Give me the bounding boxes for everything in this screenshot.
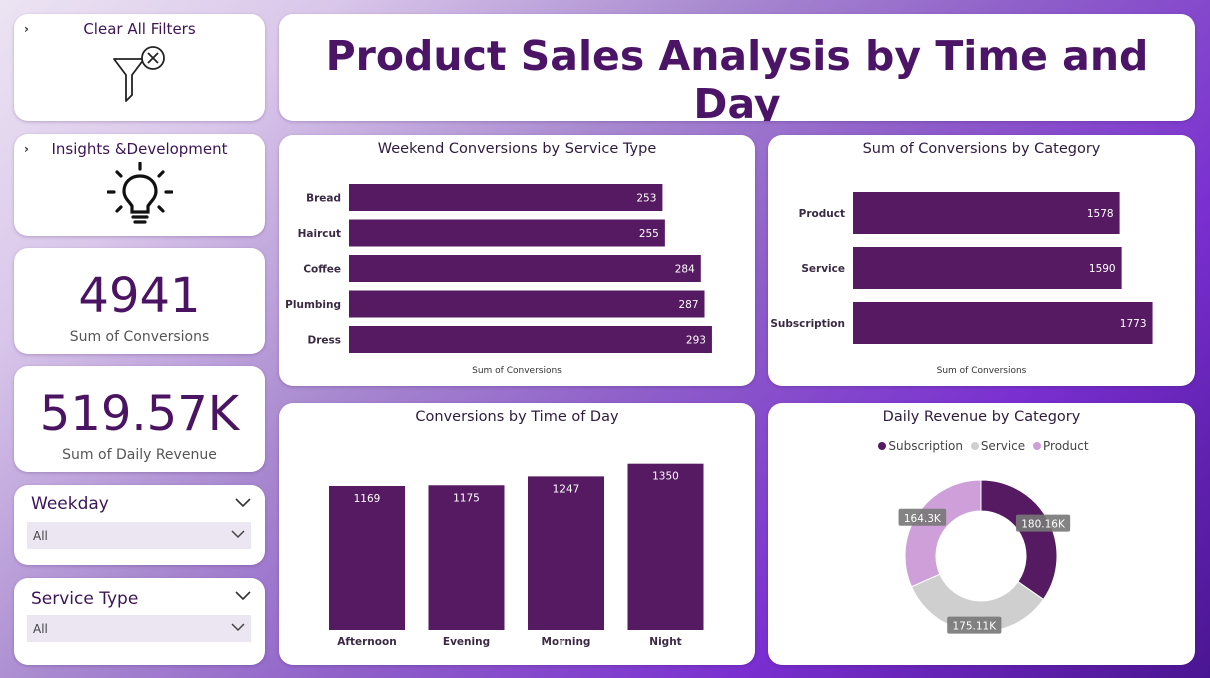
y-tick-label: Haircut <box>298 228 341 240</box>
bar <box>349 326 712 353</box>
chart-title: Sum of Conversions by Category <box>862 141 1101 157</box>
bar <box>428 485 505 630</box>
bar <box>853 302 1153 344</box>
chart-title: Daily Revenue by Category <box>882 409 1081 425</box>
weekday-dropdown[interactable]: All <box>27 522 251 549</box>
y-tick-label: Coffee <box>303 264 341 276</box>
data-label: 1175 <box>453 492 480 504</box>
legend-item-service[interactable]: Service <box>980 439 1026 453</box>
data-label: 1169 <box>354 493 381 505</box>
bar <box>349 290 705 318</box>
data-label: 287 <box>678 299 698 311</box>
data-label: 164.3K <box>904 513 942 525</box>
page-title: Product Sales Analysis by Time and Day <box>325 32 1149 121</box>
weekday-selected-value: All <box>33 529 48 543</box>
x-tick-label: Morning <box>542 636 591 648</box>
chevron-down-icon <box>231 623 245 632</box>
revenue-donut-chart: 180.16K 175.11K 164.3K <box>898 479 1071 634</box>
chevron-down-icon[interactable] <box>235 591 251 601</box>
data-label: 293 <box>686 335 706 347</box>
x-axis-label: Sum of Conversions <box>936 366 1027 376</box>
chevron-right-icon: › <box>24 142 29 156</box>
legend-swatch-product <box>1033 442 1041 450</box>
x-tick-label: Evening <box>443 636 490 648</box>
chevron-down-icon[interactable] <box>235 498 251 508</box>
chart-title: Weekend Conversions by Service Type <box>377 141 657 157</box>
time-of-day-column-chart: 1169 Afternoon 1175 Evening 1247 Morning 1350 N… <box>329 463 704 648</box>
kpi-revenue-value: 519.57K <box>39 386 240 442</box>
y-tick-label: Dress <box>307 335 341 347</box>
data-label: 1590 <box>1089 263 1116 275</box>
bar <box>853 247 1122 289</box>
y-tick-label: Plumbing <box>285 299 341 311</box>
legend-item-subscription[interactable]: Subscription <box>888 439 963 453</box>
time-of-day-chart-card: Conversions by Time of Day 1169 Afternoon… <box>279 403 755 665</box>
donut-slice-subscription <box>980 479 1058 601</box>
data-label-box <box>1015 514 1071 532</box>
weekday-slicer-title: Weekday <box>31 494 109 514</box>
donut-slice-product <box>904 479 982 588</box>
data-label: 1578 <box>1087 208 1114 220</box>
data-label: 1247 <box>553 483 580 495</box>
service-type-slicer-title: Service Type <box>31 589 139 609</box>
data-label: 180.16K <box>1021 519 1066 531</box>
data-label: 284 <box>675 264 695 276</box>
bar <box>349 219 665 247</box>
bar <box>349 184 663 211</box>
data-label-box <box>898 508 947 526</box>
kpi-conversions-label: Sum of Conversions <box>69 329 210 345</box>
service-type-dropdown[interactable]: All <box>27 615 251 642</box>
legend-swatch-service <box>970 442 979 450</box>
x-tick-label: Afternoon <box>337 636 396 648</box>
x-tick-label: Night <box>649 636 681 648</box>
weekday-slicer: Weekday All <box>14 485 265 565</box>
data-label: 175.11K <box>952 621 997 633</box>
clear-filters-button[interactable]: › Clear All Filters <box>14 14 265 121</box>
service-type-slicer: Service Type All <box>14 578 265 665</box>
y-tick-label: Product <box>799 208 845 220</box>
legend-item-product[interactable]: Product <box>1043 439 1089 453</box>
clear-filters-label: Clear All Filters <box>83 20 196 38</box>
kpi-conversions-value: 4941 <box>78 268 201 324</box>
insights-label: Insights &Development <box>51 140 228 158</box>
lightbulb-icon <box>107 162 173 224</box>
bar <box>528 476 604 630</box>
service-type-chart-card: Weekend Conversions by Service Type 253 B… <box>279 135 755 386</box>
category-chart-card: Sum of Conversions by Category 1578 Produ… <box>768 135 1195 386</box>
legend-swatch-subscription <box>878 442 887 450</box>
data-label: 253 <box>636 193 656 205</box>
data-label: 255 <box>639 228 659 240</box>
service-type-bar-chart: 253 Bread 255 Haircut 284 Coffee 287 Plumbing 29… <box>285 184 712 353</box>
y-tick-label: Bread <box>306 193 341 205</box>
category-bar-chart: 1578 Product 1590 Service 1773 Subscription <box>770 192 1153 344</box>
kpi-revenue-card: 519.57K Sum of Daily Revenue <box>14 366 265 472</box>
title-card: Product Sales Analysis by Time and Day <box>279 14 1195 121</box>
kpi-revenue-label: Sum of Daily Revenue <box>62 447 217 463</box>
bar <box>329 485 405 630</box>
chevron-right-icon: › <box>24 22 29 36</box>
bar <box>627 463 704 630</box>
chart-legend: Subscription Service Product <box>768 439 1195 453</box>
data-label: 1773 <box>1120 318 1147 330</box>
bar <box>349 255 701 282</box>
clear-filter-icon <box>113 46 165 102</box>
revenue-donut-card: Daily Revenue by Category Subscription S… <box>768 403 1195 665</box>
bar <box>853 192 1120 234</box>
chart-title: Conversions by Time of Day <box>415 409 619 425</box>
data-label-box <box>947 616 1002 634</box>
donut-slice-service <box>910 573 1045 633</box>
y-tick-label: Subscription <box>770 318 845 330</box>
watermark: خمسات <box>530 637 629 667</box>
kpi-conversions-card: 4941 Sum of Conversions <box>14 248 265 354</box>
y-tick-label: Service <box>801 263 845 275</box>
chevron-down-icon <box>231 530 245 539</box>
service-type-selected-value: All <box>33 622 48 636</box>
x-axis-label: Sum of Conversions <box>472 366 562 376</box>
data-label: 1350 <box>652 471 679 483</box>
insights-button[interactable]: › Insights &Development <box>14 134 265 236</box>
